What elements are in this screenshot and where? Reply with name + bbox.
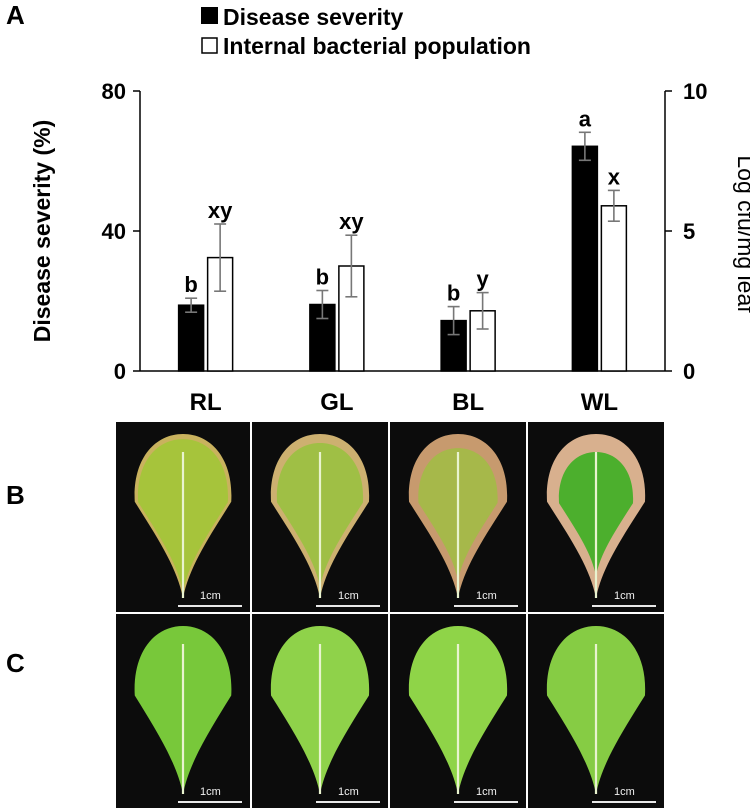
leaf-photo-rl: 1cm [116,614,250,808]
scale-bar-label: 1cm [200,786,221,798]
scale-bar [316,605,380,607]
leaf-image [270,434,370,598]
right-axis-title: Log cfu/mg leaf [733,155,750,313]
left-tick-label: 0 [114,359,126,384]
bar-disease-severity [571,145,599,372]
leaf-photo-bl: 1cm [390,422,526,612]
significance-letter: b [184,272,197,297]
leaf-image [546,626,646,794]
x-tick-label: RL [190,389,222,416]
scale-bar [454,605,518,607]
right-tick-label: 10 [683,79,707,104]
bar-disease-severity [177,304,205,372]
scale-bar-label: 1cm [614,786,635,798]
leaf-photo-wl: 1cm [528,614,664,808]
scale-bar-label: 1cm [338,590,359,602]
scale-bar [178,801,242,803]
bar-bacterial-population [600,205,628,372]
right-tick-label: 0 [683,359,695,384]
leaf-photo-bl: 1cm [390,614,526,808]
left-axis-title: Disease severity (%) [29,120,55,342]
legend-swatch-disease-severity [201,7,218,24]
legend-label-disease-severity: Disease severity [223,4,404,30]
leaf-image [134,434,232,598]
scale-bar-label: 1cm [476,786,497,798]
panel-label-a: A [6,0,25,30]
significance-letter: x [608,164,621,189]
significance-letter: xy [339,209,364,234]
significance-letter: b [316,265,329,290]
scale-bar [178,605,242,607]
scale-bar-label: 1cm [614,590,635,602]
scale-bar [316,801,380,803]
scale-bar [592,605,656,607]
scale-bar [454,801,518,803]
legend-swatch-bacterial-population [201,37,218,54]
x-tick-label: WL [581,389,618,416]
scale-bar [592,801,656,803]
bar-chart: Disease severity Internal bacterial popu… [29,4,750,416]
left-tick-label: 80 [102,79,126,104]
x-tick-label: BL [452,389,484,416]
leaf-photo-rl: 1cm [116,422,250,612]
legend-label-bacterial-population: Internal bacterial population [223,33,531,59]
leaf-image [408,626,508,794]
leaf-image [134,626,232,794]
leaf-photo-wl: 1cm [528,422,664,612]
scale-bar-label: 1cm [200,590,221,602]
leaf-photo-gl: 1cm [252,614,388,808]
legend: Disease severity Internal bacterial popu… [201,4,531,59]
leaf-image [408,434,508,598]
panel-label-b: B [6,480,25,510]
significance-letter: b [447,281,460,306]
panel-label-c: C [6,648,25,678]
scale-bar-label: 1cm [338,786,359,798]
significance-letter: a [579,106,592,131]
leaf-photo-gl: 1cm [252,422,388,612]
x-tick-label: GL [320,389,353,416]
left-tick-label: 40 [102,219,126,244]
right-tick-label: 5 [683,219,695,244]
significance-letter: xy [208,198,233,223]
significance-letter: y [477,267,490,292]
leaf-image [270,626,370,794]
scale-bar-label: 1cm [476,590,497,602]
leaf-image [546,434,646,598]
